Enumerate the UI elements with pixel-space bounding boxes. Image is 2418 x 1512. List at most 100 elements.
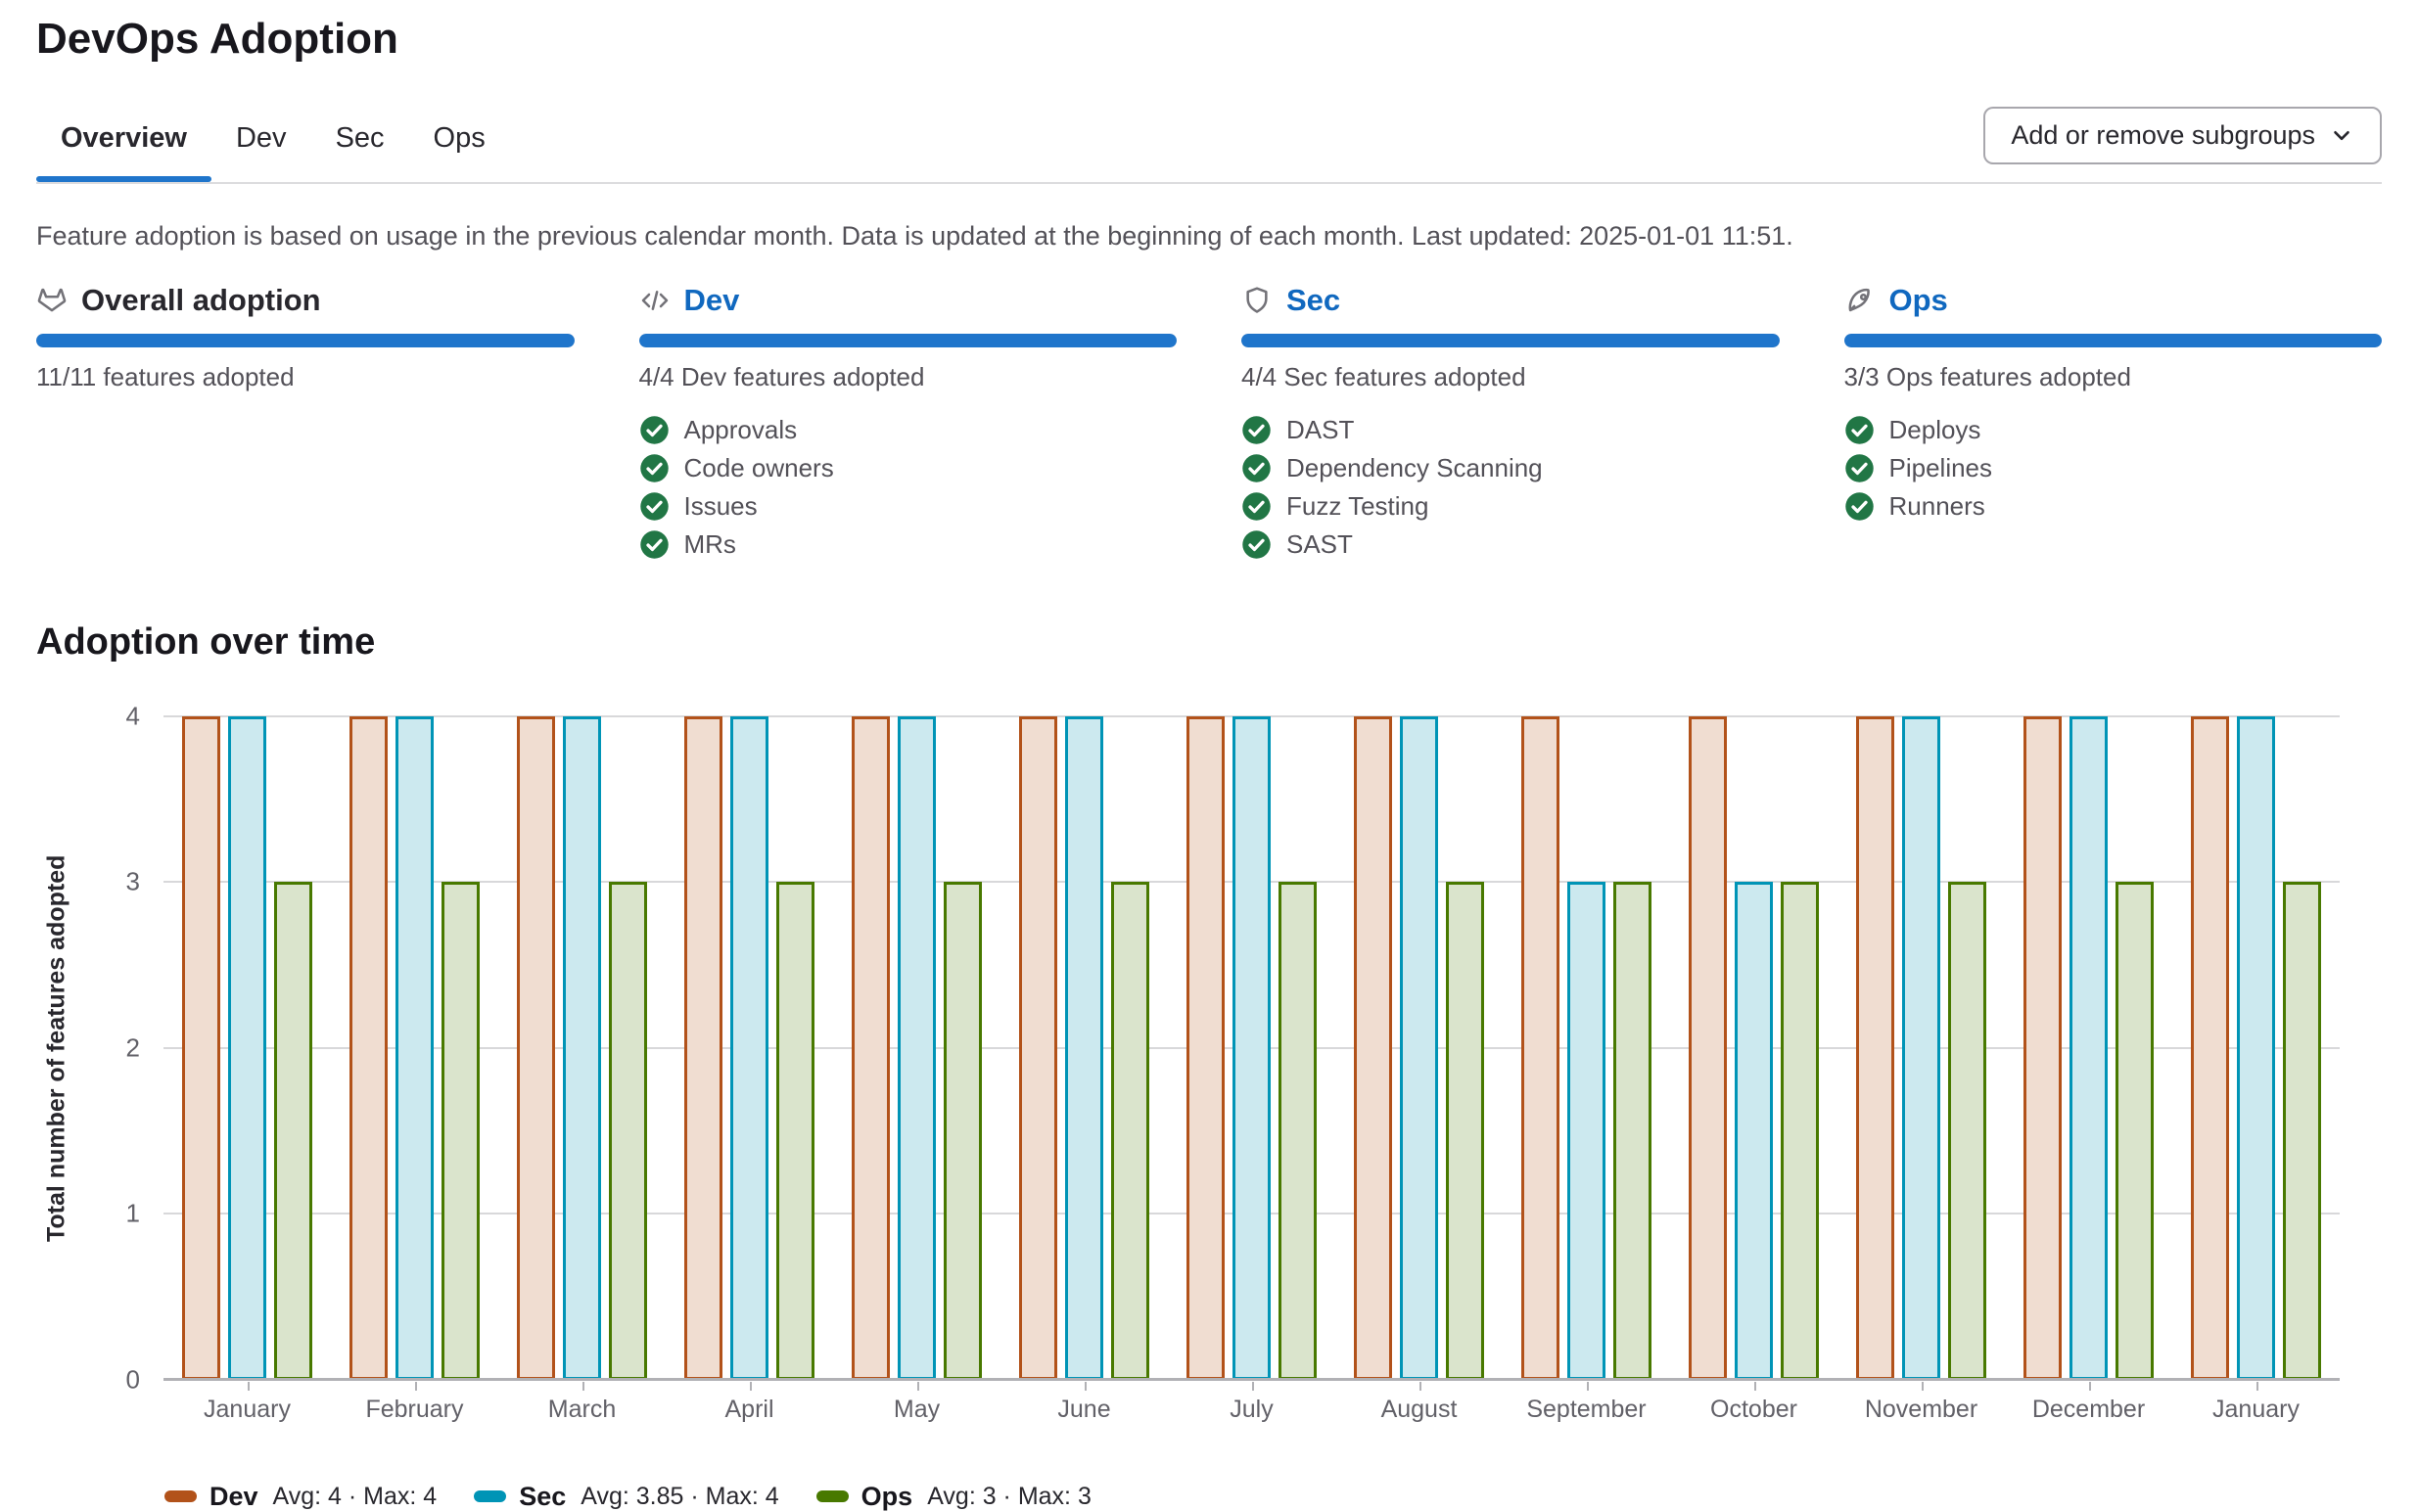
card-title-ops[interactable]: Ops bbox=[1888, 282, 1948, 317]
progress-bar-overall bbox=[36, 333, 575, 347]
y-tick-label: 0 bbox=[125, 1364, 140, 1395]
x-tick bbox=[1251, 1381, 1254, 1391]
tab-sec[interactable]: Sec bbox=[335, 121, 385, 154]
bar-sec-may-4 bbox=[898, 715, 936, 1380]
x-tick bbox=[1084, 1381, 1087, 1391]
bar-dev-may-4 bbox=[852, 715, 890, 1380]
x-tick-label: March bbox=[547, 1395, 617, 1423]
check-circle-icon bbox=[639, 415, 670, 445]
feature-label: Deploys bbox=[1888, 415, 1981, 445]
x-tick bbox=[916, 1381, 919, 1391]
feature-label: Code owners bbox=[683, 453, 834, 483]
month-slot-december-11: December bbox=[2005, 715, 2172, 1423]
legend-item-ops[interactable]: Ops Avg: 3 · Max: 3 bbox=[815, 1481, 1092, 1512]
bar-ops-june-5 bbox=[1111, 882, 1149, 1380]
bar-dev-january-0 bbox=[182, 715, 220, 1380]
bar-sec-june-5 bbox=[1065, 715, 1103, 1380]
chart-legend: Dev Avg: 4 · Max: 4 Sec Avg: 3.85 · Max: 4 O… bbox=[164, 1482, 2382, 1512]
feature-item: Dependency Scanning bbox=[1241, 453, 1780, 483]
x-tick-label: April bbox=[724, 1395, 774, 1423]
tab-ops[interactable]: Ops bbox=[433, 121, 486, 154]
card-title-overall: Overall adoption bbox=[81, 282, 321, 317]
tab-dev[interactable]: Dev bbox=[235, 121, 287, 154]
tab-bar: Overview Dev Sec Ops Add or remove subgroup… bbox=[36, 106, 2382, 184]
x-tick-label: July bbox=[1230, 1395, 1274, 1423]
x-tick-label: February bbox=[365, 1395, 464, 1423]
bar-dev-march-2 bbox=[517, 715, 555, 1380]
bar-sec-december-11 bbox=[2069, 715, 2108, 1380]
legend-item-sec[interactable]: Sec Avg: 3.85 · Max: 4 bbox=[474, 1481, 779, 1512]
bar-group bbox=[1000, 715, 1168, 1380]
progress-fill bbox=[1843, 333, 2382, 347]
bar-ops-february-1 bbox=[442, 882, 480, 1380]
check-circle-icon bbox=[639, 529, 670, 560]
feature-item: Issues bbox=[639, 491, 1178, 522]
bar-dev-december-11 bbox=[2023, 715, 2062, 1380]
page: DevOps Adoption Overview Dev Sec Ops Add or… bbox=[0, 14, 2418, 1512]
x-tick bbox=[1921, 1381, 1924, 1391]
bar-dev-april-3 bbox=[684, 715, 722, 1380]
x-tick bbox=[414, 1381, 417, 1391]
feature-item: Approvals bbox=[639, 415, 1178, 445]
bar-ops-october-9 bbox=[1781, 882, 1819, 1380]
feature-label: Fuzz Testing bbox=[1286, 491, 1429, 522]
bar-group bbox=[498, 715, 666, 1380]
x-tick bbox=[1586, 1381, 1589, 1391]
legend-item-dev[interactable]: Dev Avg: 4 · Max: 4 bbox=[164, 1482, 437, 1512]
add-or-remove-subgroups-button[interactable]: Add or remove subgroups bbox=[1983, 106, 2382, 164]
month-slot-january-0: January bbox=[163, 715, 331, 1423]
progress-bar-ops bbox=[1843, 333, 2382, 347]
tab-overview[interactable]: Overview bbox=[36, 109, 211, 182]
progress-fill bbox=[36, 333, 575, 347]
adoption-card-overall: Overall adoption 11/11 features adopted bbox=[36, 283, 575, 560]
bar-ops-september-8 bbox=[1613, 882, 1651, 1380]
card-header: Overall adoption bbox=[36, 283, 575, 318]
tabs: Overview Dev Sec Ops bbox=[36, 109, 510, 182]
month-slot-may-4: May bbox=[833, 715, 1000, 1423]
x-tick-label: January bbox=[204, 1395, 291, 1423]
bar-group bbox=[1670, 715, 1837, 1380]
feature-list-sec: DAST Dependency Scanning Fuzz Testing SAST bbox=[1241, 415, 1780, 560]
card-title-sec[interactable]: Sec bbox=[1286, 282, 1341, 317]
bar-sec-july-6 bbox=[1232, 715, 1271, 1380]
check-circle-icon bbox=[639, 453, 670, 483]
bar-group bbox=[2005, 715, 2172, 1380]
bar-group bbox=[2172, 715, 2340, 1380]
month-slot-september-8: September bbox=[1503, 715, 1670, 1423]
chart-plot: January February March April May June July Augu… bbox=[163, 715, 2340, 1423]
feature-item: Deploys bbox=[1844, 415, 2383, 445]
add-or-remove-subgroups-label: Add or remove subgroups bbox=[2011, 119, 2315, 150]
bar-dev-august-7 bbox=[1354, 715, 1392, 1380]
bar-dev-september-8 bbox=[1521, 715, 1559, 1380]
chevron-down-icon bbox=[2329, 122, 2354, 148]
bar-group bbox=[1837, 715, 2005, 1380]
adoption-card-sec: Sec 4/4 Sec features adopted DAST Dependenc… bbox=[1241, 283, 1780, 560]
feature-label: DAST bbox=[1286, 415, 1355, 445]
check-circle-icon bbox=[1844, 491, 1875, 522]
legend-series-name: Sec bbox=[519, 1481, 567, 1511]
card-title-dev[interactable]: Dev bbox=[683, 282, 740, 317]
check-circle-icon bbox=[639, 491, 670, 522]
feature-label: MRs bbox=[683, 529, 736, 560]
feature-label: Issues bbox=[683, 491, 758, 522]
check-circle-icon bbox=[1241, 415, 1272, 445]
legend-swatch-ops bbox=[815, 1490, 849, 1503]
bar-ops-april-3 bbox=[776, 882, 814, 1380]
card-subtitle-sec: 4/4 Sec features adopted bbox=[1241, 361, 1526, 391]
shield-icon bbox=[1241, 285, 1273, 316]
y-tick-label: 2 bbox=[125, 1032, 140, 1063]
legend-series-name: Ops bbox=[860, 1481, 913, 1511]
x-tick bbox=[581, 1381, 584, 1391]
card-subtitle-ops: 3/3 Ops features adopted bbox=[1843, 361, 2131, 391]
bar-dev-july-6 bbox=[1186, 715, 1225, 1380]
month-slot-march-2: March bbox=[498, 715, 666, 1423]
legend-series-stats: Avg: 3.85 · Max: 4 bbox=[581, 1482, 779, 1510]
bar-ops-january-0 bbox=[274, 882, 312, 1380]
feature-item: Pipelines bbox=[1844, 453, 2383, 483]
check-circle-icon bbox=[1241, 453, 1272, 483]
feature-item: Runners bbox=[1844, 491, 2383, 522]
x-tick-label: December bbox=[2031, 1395, 2146, 1423]
bar-group bbox=[331, 715, 498, 1380]
tanuki-icon bbox=[36, 285, 68, 316]
legend-series-stats: Avg: 4 · Max: 4 bbox=[272, 1482, 438, 1510]
